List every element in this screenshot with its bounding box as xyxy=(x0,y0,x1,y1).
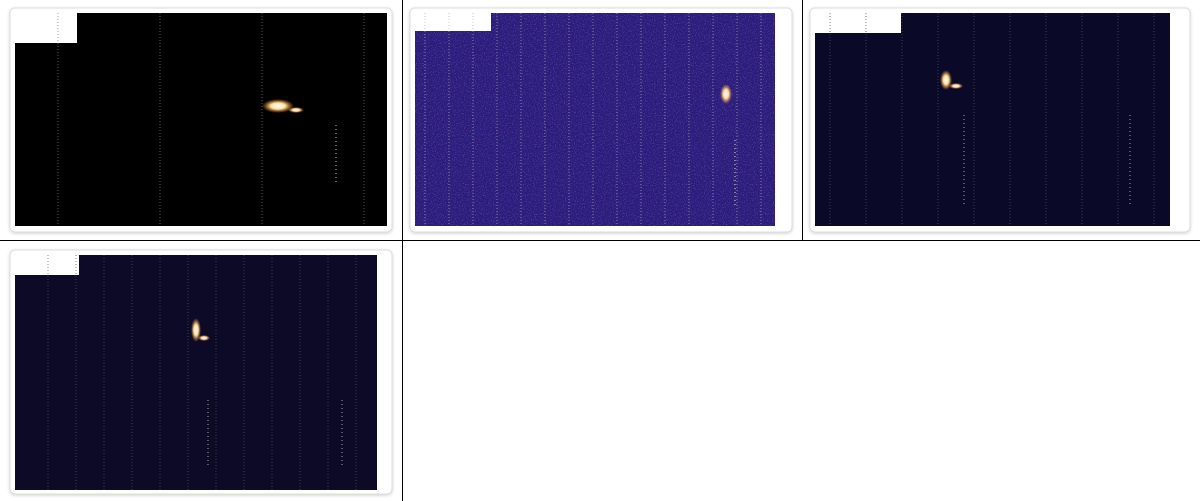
image-caption-box xyxy=(815,13,901,33)
axis-strip xyxy=(775,13,787,226)
image-caption-box xyxy=(15,13,77,43)
signal-blob xyxy=(720,84,732,104)
signal-blob xyxy=(949,83,963,89)
spectrogram-image xyxy=(815,13,1170,226)
axis-strip xyxy=(1170,13,1185,226)
axis-strip xyxy=(377,255,387,490)
signal-blob xyxy=(198,335,210,341)
thumbnail-card[interactable] xyxy=(10,250,392,494)
spectrogram-image xyxy=(15,13,387,226)
noise-texture xyxy=(415,13,775,226)
signal-blob xyxy=(288,107,304,113)
thumbnail-card[interactable] xyxy=(810,8,1190,232)
image-caption-box xyxy=(415,13,491,31)
image-caption-box xyxy=(15,255,79,275)
page: (() => { const data = JSON.parse(documen… xyxy=(0,0,1200,501)
spectrogram-image xyxy=(15,255,377,490)
thumbnail-grid xyxy=(0,0,1200,501)
thumbnail-card[interactable] xyxy=(10,8,392,232)
thumbnail-card[interactable] xyxy=(410,8,792,232)
